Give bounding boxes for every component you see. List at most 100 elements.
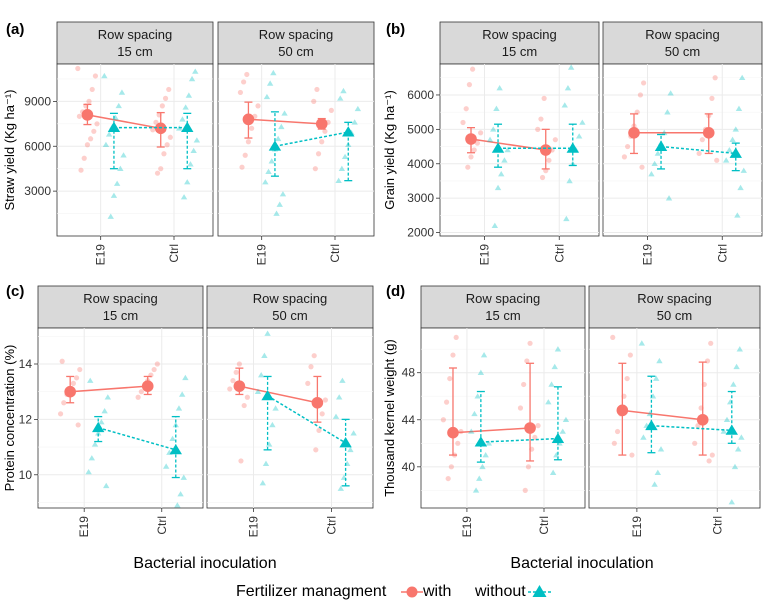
raw-point (738, 434, 745, 440)
raw-point (471, 147, 477, 153)
raw-point (254, 388, 262, 394)
legend-with-point (406, 586, 418, 598)
mean-point (81, 109, 94, 121)
facet-50cm: Row spacing 50 cm E19 Ctrl (588, 285, 761, 537)
x-axis-title-left: Bacterial inoculation (133, 555, 276, 572)
raw-point (153, 119, 159, 125)
raw-point (734, 446, 742, 452)
raw-point (522, 487, 528, 493)
raw-point (315, 151, 322, 157)
raw-point (734, 212, 741, 218)
series-without (468, 346, 570, 493)
raw-point (151, 366, 157, 373)
raw-point (268, 158, 275, 164)
raw-point (162, 463, 170, 469)
panel-tag: (b) (386, 21, 405, 38)
raw-point (185, 92, 193, 98)
raw-point (174, 502, 181, 508)
raw-point (322, 397, 328, 403)
facet-15cm: Row spacing 15 cm E19 Ctrl (439, 21, 600, 265)
x-tick-label: Ctrl (537, 516, 551, 535)
raw-point (733, 363, 740, 370)
subfigure-a: (a) Straw yield (Kg ha⁻¹) 3000 6000 9000 Row … (2, 21, 375, 266)
raw-point (728, 499, 735, 505)
raw-point (274, 135, 282, 142)
plot-area (602, 63, 763, 237)
raw-point (193, 137, 201, 143)
y-axis-title: Grain yield (Kg ha⁻¹) (382, 90, 397, 210)
raw-point (563, 215, 570, 222)
legend-without-point (532, 585, 547, 597)
raw-point (548, 381, 555, 387)
raw-point (276, 201, 283, 207)
raw-point (135, 394, 141, 400)
mean-point (447, 426, 459, 439)
series-without (254, 330, 357, 491)
raw-point (78, 167, 84, 173)
legend-title: Fertilizer managment (236, 583, 387, 600)
raw-point (249, 125, 255, 131)
raw-point (496, 85, 503, 91)
raw-point (341, 153, 349, 160)
facet-strip (37, 285, 204, 329)
raw-point (648, 171, 655, 177)
mean-line (622, 409, 703, 421)
raw-point (738, 74, 746, 81)
raw-point (736, 346, 743, 352)
mean-point (107, 121, 121, 132)
raw-point (480, 352, 488, 358)
mean-point (474, 436, 488, 447)
mean-line (98, 426, 176, 451)
x-axis-title-right: Bacterial inoculation (510, 555, 653, 572)
mean-line (239, 385, 318, 404)
raw-point (729, 136, 736, 142)
raw-point (347, 446, 354, 453)
mean-point (465, 133, 477, 145)
facet-strip (206, 285, 374, 329)
raw-point (552, 137, 558, 143)
mean-point (628, 127, 640, 139)
x-tick-label: E19 (255, 244, 269, 266)
raw-point (95, 430, 102, 436)
series-without (262, 69, 362, 216)
y-tick-label: 48 (402, 366, 416, 380)
legend-with-label: with (422, 583, 451, 600)
mean-point (491, 142, 505, 153)
facet-15cm: Row spacing 15 cm E19 Ctrl (56, 21, 214, 266)
series-with (57, 358, 160, 428)
raw-point (732, 126, 739, 132)
raw-point (110, 192, 118, 198)
raw-point (262, 460, 270, 466)
mean-line (274, 131, 349, 147)
raw-point (273, 210, 280, 216)
raw-point (712, 75, 718, 81)
raw-point (465, 164, 471, 170)
x-tick-label: E19 (94, 244, 108, 266)
raw-point (85, 468, 92, 475)
raw-point (445, 475, 451, 482)
raw-point (664, 109, 671, 115)
strip-label-line2: 50 cm (665, 44, 700, 59)
raw-point (706, 458, 712, 464)
raw-point (549, 469, 557, 475)
raw-point (279, 191, 287, 197)
panels-layer: (a) Straw yield (Kg ha⁻¹) 3000 6000 9000 Row … (2, 21, 763, 537)
strip-label-line2: 15 cm (485, 308, 520, 323)
panel-tag: (d) (386, 283, 405, 300)
y-axis-title: Straw yield (Kg ha⁻¹) (2, 89, 17, 210)
raw-point (266, 80, 274, 86)
raw-point (335, 177, 342, 183)
raw-point (641, 80, 647, 86)
y-tick-label: 6000 (24, 139, 51, 153)
facet-strip (588, 285, 761, 329)
raw-point (236, 361, 242, 367)
mean-point (169, 443, 182, 455)
raw-point (257, 372, 265, 378)
series-with (460, 66, 558, 181)
mean-line (651, 424, 732, 432)
raw-point (559, 428, 566, 434)
raw-point (238, 458, 244, 464)
raw-point (692, 440, 698, 446)
x-tick-label: Ctrl (167, 244, 181, 263)
raw-point (485, 440, 493, 446)
